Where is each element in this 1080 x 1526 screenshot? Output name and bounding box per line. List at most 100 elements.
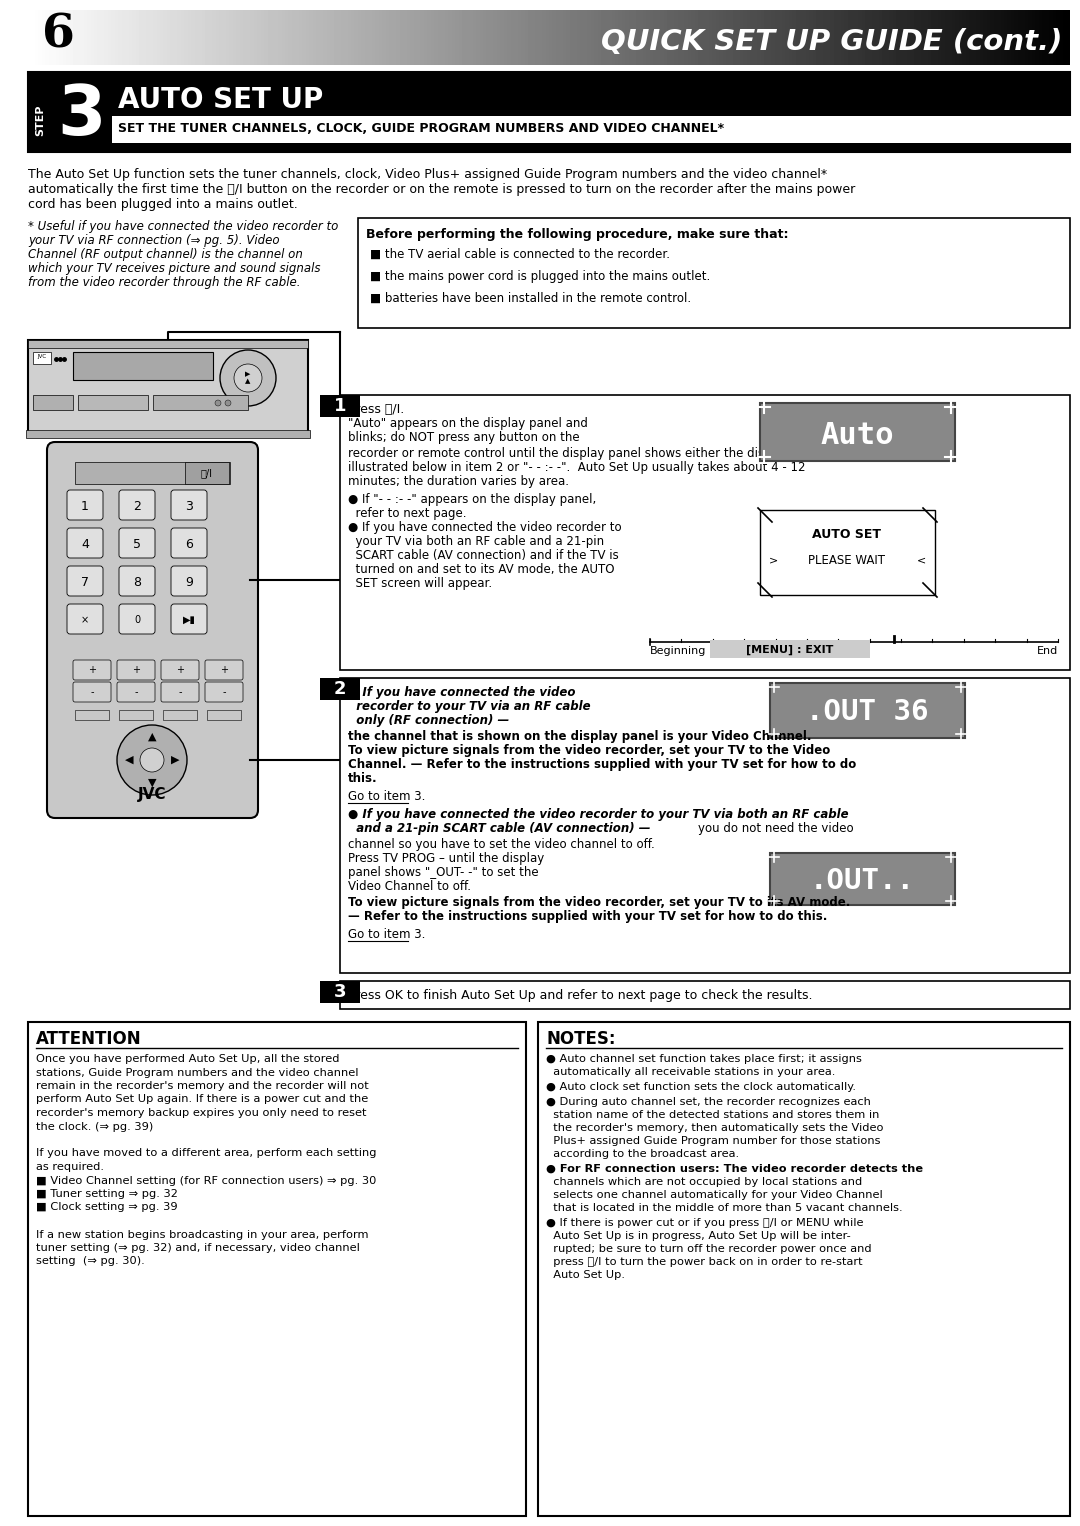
Bar (340, 678, 1070, 974)
FancyBboxPatch shape (73, 682, 111, 702)
Text: automatically the first time the ⏻/I button on the recorder or on the remote is : automatically the first time the ⏻/I but… (28, 183, 855, 195)
Bar (538, 1022, 1070, 1515)
Bar (28, 1022, 526, 1515)
Text: The Auto Set Up function sets the tuner channels, clock, Video Plus+ assigned Gu: The Auto Set Up function sets the tuner … (28, 168, 827, 182)
Text: +: + (132, 665, 140, 674)
Text: ⏻/I: ⏻/I (201, 468, 213, 478)
Text: * Useful if you have connected the video recorder to: * Useful if you have connected the video… (28, 220, 338, 233)
Text: this.: this. (348, 772, 378, 784)
Text: Video Channel to off.: Video Channel to off. (348, 881, 471, 893)
Circle shape (225, 400, 231, 406)
Text: ■ the mains power cord is plugged into the mains outlet.: ■ the mains power cord is plugged into t… (370, 270, 711, 282)
Text: 0: 0 (134, 615, 140, 626)
Text: JVC: JVC (138, 787, 166, 803)
Text: 2: 2 (133, 499, 140, 513)
Text: 1: 1 (334, 397, 347, 415)
FancyBboxPatch shape (171, 490, 207, 520)
Text: ● If "- - :- -" appears on the display panel,: ● If "- - :- -" appears on the display p… (348, 493, 596, 507)
Text: .OUT..: .OUT.. (810, 867, 915, 896)
Text: the clock. (⇒ pg. 39): the clock. (⇒ pg. 39) (36, 1122, 153, 1131)
Text: If a new station begins broadcasting in your area, perform: If a new station begins broadcasting in … (36, 1230, 368, 1239)
Text: QUICK SET UP GUIDE (cont.): QUICK SET UP GUIDE (cont.) (600, 27, 1062, 56)
Text: JVC: JVC (38, 354, 46, 359)
Text: channel so you have to set the video channel to off.: channel so you have to set the video cha… (348, 838, 654, 852)
Text: cord has been plugged into a mains outlet.: cord has been plugged into a mains outle… (28, 198, 298, 211)
Text: ● Auto channel set function takes place first; it assigns: ● Auto channel set function takes place … (546, 1054, 862, 1064)
Text: from the video recorder through the RF cable.: from the video recorder through the RF c… (28, 276, 300, 288)
Text: -: - (134, 687, 138, 697)
Text: recorder to your TV via an RF cable: recorder to your TV via an RF cable (348, 700, 591, 713)
Text: "Auto" appears on the display panel and: "Auto" appears on the display panel and (348, 417, 588, 430)
Text: -: - (91, 687, 94, 697)
Text: ×: × (81, 615, 89, 626)
Circle shape (215, 400, 221, 406)
Text: ● If you have connected the video: ● If you have connected the video (348, 687, 576, 699)
Text: To view picture signals from the video recorder, set your TV to the Video: To view picture signals from the video r… (348, 745, 831, 757)
Text: which your TV receives picture and sound signals: which your TV receives picture and sound… (28, 262, 321, 275)
Bar (78, 395, 148, 410)
Bar (28, 340, 308, 348)
Bar (73, 353, 213, 380)
Text: Plus+ assigned Guide Program number for those stations: Plus+ assigned Guide Program number for … (546, 1135, 880, 1146)
Bar (26, 430, 310, 438)
Bar (340, 981, 1070, 1009)
Bar (760, 510, 935, 595)
Text: Beginning: Beginning (650, 645, 706, 656)
Text: ▲: ▲ (148, 732, 157, 742)
Text: AUTO SET UP: AUTO SET UP (118, 85, 323, 114)
Text: Press OK to finish Auto Set Up and refer to next page to check the results.: Press OK to finish Auto Set Up and refer… (348, 989, 812, 1001)
Text: automatically all receivable stations in your area.: automatically all receivable stations in… (546, 1067, 835, 1077)
Circle shape (140, 748, 164, 772)
Text: .OUT 36: .OUT 36 (806, 697, 928, 726)
Text: recorder's memory backup expires you only need to reset: recorder's memory backup expires you onl… (36, 1108, 366, 1119)
Text: Once you have performed Auto Set Up, all the stored: Once you have performed Auto Set Up, all… (36, 1054, 339, 1064)
Text: Press ⏻/I.: Press ⏻/I. (348, 403, 404, 417)
Text: 1: 1 (81, 499, 89, 513)
Text: ▼: ▼ (148, 778, 157, 787)
Text: setting  (⇒ pg. 30).: setting (⇒ pg. 30). (36, 1256, 145, 1267)
Text: ◀: ◀ (125, 755, 133, 765)
Text: Auto Set Up is in progress, Auto Set Up will be inter-: Auto Set Up is in progress, Auto Set Up … (546, 1231, 851, 1241)
Text: that is located in the middle of more than 5 vacant channels.: that is located in the middle of more th… (546, 1202, 903, 1213)
Text: SCART cable (AV connection) and if the TV is: SCART cable (AV connection) and if the T… (348, 549, 619, 562)
Bar (153, 395, 248, 410)
Text: Auto Set Up.: Auto Set Up. (546, 1270, 625, 1280)
FancyBboxPatch shape (171, 528, 207, 559)
Bar (33, 395, 73, 410)
Text: 6: 6 (185, 537, 193, 551)
Text: turned on and set to its AV mode, the AUTO: turned on and set to its AV mode, the AU… (348, 563, 615, 575)
Text: ATTENTION: ATTENTION (36, 1030, 141, 1048)
FancyBboxPatch shape (205, 682, 243, 702)
Text: To view picture signals from the video recorder, set your TV to its AV mode.: To view picture signals from the video r… (348, 896, 850, 909)
Bar (320, 981, 360, 1003)
Text: stations, Guide Program numbers and the video channel: stations, Guide Program numbers and the … (36, 1068, 359, 1077)
Bar (340, 395, 1070, 670)
Text: perform Auto Set Up again. If there is a power cut and the: perform Auto Set Up again. If there is a… (36, 1094, 368, 1105)
Bar (163, 710, 197, 720)
Text: 7: 7 (81, 575, 89, 589)
Bar (28, 72, 1070, 153)
Text: Press TV PROG – until the display: Press TV PROG – until the display (348, 852, 544, 865)
Text: channels which are not occupied by local stations and: channels which are not occupied by local… (546, 1177, 862, 1187)
Bar (28, 340, 308, 435)
Text: AUTO SET: AUTO SET (812, 528, 881, 542)
FancyBboxPatch shape (161, 682, 199, 702)
Text: press ⏻/I to turn the power back on in order to re-start: press ⏻/I to turn the power back on in o… (546, 1257, 863, 1267)
Circle shape (117, 725, 187, 795)
Text: -: - (178, 687, 181, 697)
Text: tuner setting (⇒ pg. 32) and, if necessary, video channel: tuner setting (⇒ pg. 32) and, if necessa… (36, 1244, 360, 1253)
Text: SET THE TUNER CHANNELS, CLOCK, GUIDE PROGRAM NUMBERS AND VIDEO CHANNEL*: SET THE TUNER CHANNELS, CLOCK, GUIDE PRO… (118, 122, 724, 136)
Bar (770, 684, 966, 739)
Text: 2: 2 (334, 681, 347, 697)
Text: NOTES:: NOTES: (546, 1030, 616, 1048)
Text: station name of the detected stations and stores them in: station name of the detected stations an… (546, 1109, 879, 1120)
FancyBboxPatch shape (67, 566, 103, 597)
Text: selects one channel automatically for your Video Channel: selects one channel automatically for yo… (546, 1190, 882, 1199)
Text: [MENU] : EXIT: [MENU] : EXIT (746, 645, 834, 655)
Text: as required.: as required. (36, 1161, 104, 1172)
Bar (185, 462, 229, 484)
Text: +: + (176, 665, 184, 674)
Bar (75, 462, 230, 484)
Text: recorder or remote control until the display panel shows either the display as: recorder or remote control until the dis… (348, 447, 807, 459)
FancyBboxPatch shape (117, 661, 156, 681)
